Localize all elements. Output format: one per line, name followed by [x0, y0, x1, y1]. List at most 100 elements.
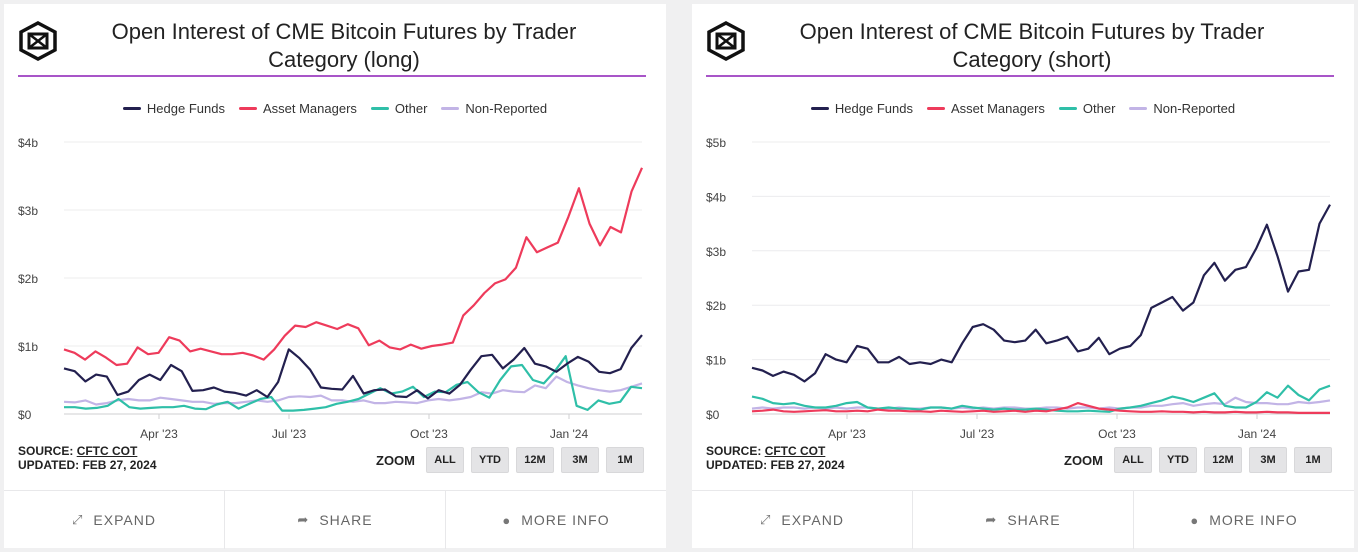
line-chart-long: $0 $1b $2b $3b $4b Apr '23 Jul '23 Oct '23 Jan '… [18, 136, 644, 441]
legend-label: Asset Managers [950, 101, 1045, 116]
x-tick-label: Apr '23 [140, 427, 178, 441]
expand-label: EXPAND [781, 512, 844, 528]
more-info-button[interactable]: ● MORE INFO [446, 491, 666, 549]
legend-item-other[interactable]: Other [1058, 101, 1116, 116]
chart-legend: Hedge Funds Asset Managers Other Non-Rep… [692, 101, 1354, 116]
legend-swatch [926, 107, 945, 110]
info-icon: ● [502, 512, 512, 528]
x-tick-label: Oct '23 [410, 427, 448, 441]
card-footer: ⤢ EXPAND ➦ SHARE ● MORE INFO [4, 490, 666, 549]
legend-swatch [810, 107, 829, 110]
y-tick-label: $1b [706, 354, 726, 368]
zoom-1m-button[interactable]: 1M [1294, 447, 1332, 473]
zoom-label: ZOOM [1064, 452, 1103, 468]
zoom-ytd-button[interactable]: YTD [1159, 447, 1197, 473]
info-icon: ● [1190, 512, 1200, 528]
expand-icon: ⤢ [760, 512, 772, 527]
chart-card-short: Open Interest of CME Bitcoin Futures by … [692, 4, 1354, 549]
block-logo-icon [19, 21, 57, 61]
zoom-label: ZOOM [376, 452, 415, 468]
line-chart-short: $0 $1b $2b $3b $4b $5b Apr '23 Jul '23 Oct '23 Ja… [706, 136, 1331, 441]
y-tick-label: $3b [706, 245, 726, 259]
legend-item-hedge-funds[interactable]: Hedge Funds [122, 101, 225, 116]
share-label: SHARE [1007, 512, 1061, 528]
y-tick-label: $0 [706, 408, 720, 422]
card-footer: ⤢ EXPAND ➦ SHARE ● MORE INFO [692, 490, 1354, 549]
legend-label: Hedge Funds [834, 101, 913, 116]
legend-swatch [238, 107, 257, 110]
x-tick-label: Jan '24 [1238, 427, 1277, 441]
zoom-12m-button[interactable]: 12M [516, 447, 554, 473]
legend-swatch [370, 107, 389, 110]
source-label: SOURCE: [706, 444, 762, 458]
y-tick-label: $0 [18, 408, 32, 422]
series-line-asset-managers[interactable] [63, 167, 644, 367]
expand-button[interactable]: ⤢ EXPAND [4, 491, 225, 549]
legend-item-hedge-funds[interactable]: Hedge Funds [810, 101, 913, 116]
updated-date: UPDATED: FEB 27, 2024 [18, 458, 157, 472]
zoom-all-button[interactable]: ALL [426, 447, 464, 473]
y-tick-label: $4b [18, 136, 38, 150]
legend-item-non-reported[interactable]: Non-Reported [1129, 101, 1235, 116]
more-info-label: MORE INFO [521, 512, 610, 528]
x-tick-label: Jul '23 [960, 427, 995, 441]
legend-item-asset-managers[interactable]: Asset Managers [926, 101, 1045, 116]
y-tick-label: $1b [18, 340, 38, 354]
y-tick-label: $4b [706, 190, 726, 204]
legend-label: Hedge Funds [146, 101, 225, 116]
legend-swatch [441, 107, 460, 110]
legend-label: Non-Reported [465, 101, 548, 116]
chart-card-long: Open Interest of CME Bitcoin Futures by … [4, 4, 666, 549]
legend-item-other[interactable]: Other [370, 101, 428, 116]
zoom-ytd-button[interactable]: YTD [471, 447, 509, 473]
share-icon: ➦ [985, 512, 998, 527]
zoom-3m-button[interactable]: 3M [1249, 447, 1287, 473]
x-tick-label: Jul '23 [272, 427, 307, 441]
legend-item-asset-managers[interactable]: Asset Managers [238, 101, 357, 116]
zoom-1m-button[interactable]: 1M [606, 447, 644, 473]
y-tick-label: $3b [18, 204, 38, 218]
series-line-hedge-funds[interactable] [63, 334, 643, 400]
source-link[interactable]: CFTC COT [76, 444, 138, 458]
y-tick-label: $2b [706, 299, 726, 313]
legend-label: Other [1082, 101, 1116, 116]
source-block: SOURCE: CFTC COT UPDATED: FEB 27, 2024 [18, 444, 157, 472]
y-tick-label: $2b [18, 272, 38, 286]
y-tick-label: $5b [706, 136, 726, 150]
expand-icon: ⤢ [72, 512, 84, 527]
source-label: SOURCE: [18, 444, 74, 458]
series-line-hedge-funds[interactable] [751, 204, 1331, 383]
legend-item-non-reported[interactable]: Non-Reported [441, 101, 547, 116]
title-divider [18, 75, 646, 77]
legend-swatch [1058, 107, 1077, 110]
source-link[interactable]: CFTC COT [764, 444, 826, 458]
share-icon: ➦ [297, 512, 310, 527]
zoom-controls: ZOOM ALL YTD 12M 3M 1M [1064, 447, 1332, 473]
share-label: SHARE [319, 512, 373, 528]
share-button[interactable]: ➦ SHARE [225, 491, 446, 549]
chart-title: Open Interest of CME Bitcoin Futures by … [111, 19, 577, 72]
series-line-other[interactable] [751, 384, 1331, 413]
series-line-asset-managers[interactable] [751, 402, 1330, 414]
expand-label: EXPAND [93, 512, 156, 528]
more-info-button[interactable]: ● MORE INFO [1134, 491, 1354, 549]
zoom-3m-button[interactable]: 3M [561, 447, 599, 473]
legend-swatch [1129, 107, 1148, 110]
chart-legend: Hedge Funds Asset Managers Other Non-Rep… [4, 101, 666, 116]
x-tick-label: Apr '23 [828, 427, 866, 441]
share-button[interactable]: ➦ SHARE [913, 491, 1134, 549]
zoom-12m-button[interactable]: 12M [1204, 447, 1242, 473]
legend-swatch [122, 107, 141, 110]
block-logo-icon [707, 21, 745, 61]
x-tick-label: Jan '24 [550, 427, 589, 441]
series-line-other[interactable] [64, 355, 643, 412]
zoom-all-button[interactable]: ALL [1114, 447, 1152, 473]
legend-label: Other [394, 101, 428, 116]
series-line-non-reported[interactable] [63, 375, 643, 406]
chart-title: Open Interest of CME Bitcoin Futures by … [799, 19, 1265, 72]
title-divider [706, 75, 1334, 77]
zoom-controls: ZOOM ALL YTD 12M 3M 1M [376, 447, 644, 473]
expand-button[interactable]: ⤢ EXPAND [692, 491, 913, 549]
x-tick-label: Oct '23 [1098, 427, 1136, 441]
legend-label: Asset Managers [262, 101, 357, 116]
